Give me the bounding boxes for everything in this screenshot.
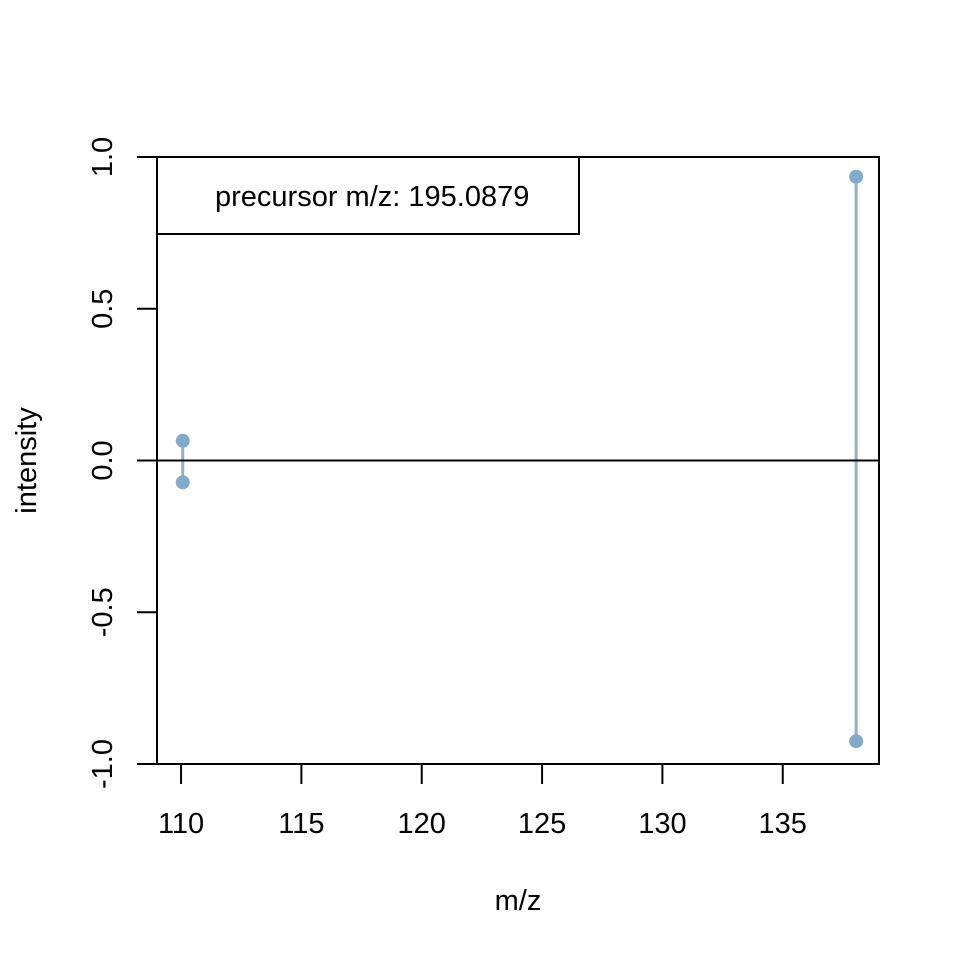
peak-point-top-1	[849, 169, 864, 184]
y-tick-label-3: 0.5	[87, 289, 119, 329]
legend-text: precursor m/z: 195.0879	[215, 181, 529, 213]
y-tick-label-2: 0.0	[87, 440, 119, 480]
y-tick-label-1: -0.5	[87, 587, 119, 637]
legend-box: precursor m/z: 195.0879	[156, 156, 580, 235]
x-tick-label-1: 115	[278, 808, 324, 840]
legend-frame	[156, 156, 580, 235]
x-tick-label-4: 130	[638, 808, 686, 840]
peak-points	[175, 169, 864, 749]
x-tick-label-2: 120	[398, 808, 446, 840]
x-axis: 110 115 120 125 130 135	[158, 763, 807, 840]
x-axis-label: m/z	[495, 885, 542, 917]
peak-point-bottom-0	[175, 475, 190, 490]
peak-point-top-0	[175, 433, 190, 448]
peak-point-bottom-1	[849, 734, 864, 749]
x-tick-label-0: 110	[158, 808, 204, 840]
x-tick-label-3: 125	[518, 808, 566, 840]
y-axis: -1.0 -0.5 0.0 0.5 1.0	[87, 137, 158, 789]
y-tick-label-0: -1.0	[87, 739, 119, 789]
y-axis-label: intensity	[11, 407, 43, 514]
y-tick-label-4: 1.0	[87, 137, 119, 177]
x-tick-label-5: 135	[759, 808, 807, 840]
